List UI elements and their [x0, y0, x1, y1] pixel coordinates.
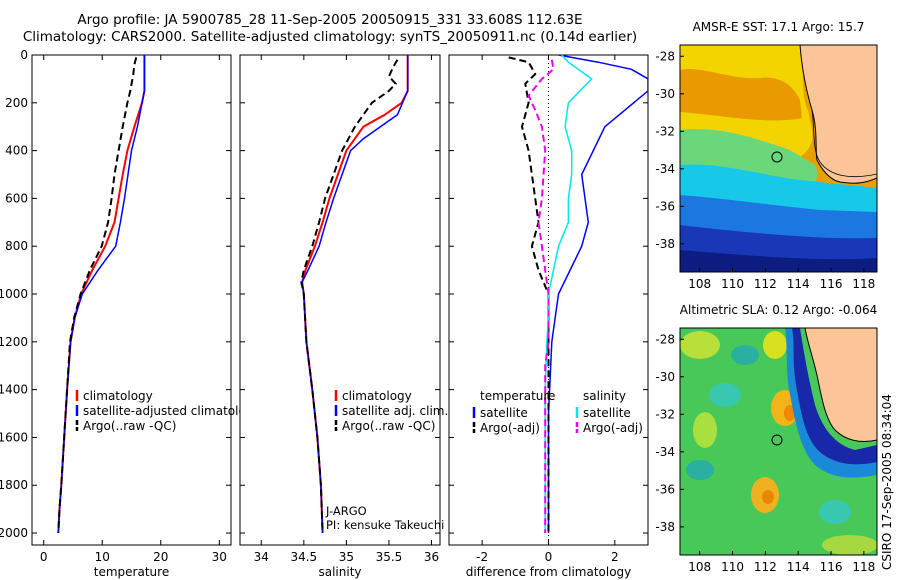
map-x-tick-label: 118: [852, 277, 875, 291]
x-axis-label: difference from climatology: [466, 565, 632, 579]
series-line-temperature-argo-adj-: [508, 56, 550, 533]
legend-label: satellite adj. clim.: [342, 404, 448, 418]
series-line-satellite-adjusted-climatology: [57, 55, 146, 534]
map-y-tick-label: -36: [655, 482, 675, 496]
map-x-tick-label: 108: [688, 277, 711, 291]
y-tick-label: 1400: [0, 383, 28, 397]
y-tick-label: 400: [5, 144, 28, 158]
map-y-tick-label: -32: [655, 124, 675, 138]
map-x-tick-label: 114: [787, 277, 810, 291]
x-axis-label: temperature: [94, 565, 169, 579]
profile-panel-1: 0 10 20 30 0 200 400 600 800 1000 1200 1400 1600 1800…: [0, 48, 261, 579]
series-line-salinity-satellite: [544, 55, 593, 533]
map-y-tick-label: -30: [655, 87, 675, 101]
sst-map: [680, 45, 877, 272]
chart-title-line-2: Climatology: CARS2000. Satellite-adjuste…: [22, 29, 638, 45]
map-y-tick-label: -32: [655, 407, 675, 421]
series-line-salinity-argo-adj-: [527, 59, 555, 533]
legend-label: climatology: [83, 389, 153, 403]
map-y-tick-label: -30: [655, 370, 675, 384]
map-x-tick-label: 108: [688, 560, 711, 574]
map-x-tick-label: 112: [754, 560, 777, 574]
y-tick-label: 1800: [0, 478, 28, 492]
x-tick-label: 0: [40, 550, 48, 564]
series-line-temperature-satellite: [547, 55, 648, 533]
sla-map: [680, 328, 877, 555]
x-tick-label: 10: [95, 550, 110, 564]
map-y-tick-label: -28: [655, 49, 675, 63]
map-y-tick-label: -34: [655, 162, 675, 176]
x-tick-label: 0: [545, 550, 553, 564]
annotation-text: PI: kensuke Takeuchi: [326, 518, 444, 532]
map-x-tick-label: 116: [820, 560, 843, 574]
x-tick-label: 36: [424, 550, 439, 564]
map-panels: AMSR-E SST: 17.1 Argo: 15.7 108 110 112 114 1…: [655, 20, 878, 574]
x-tick-label: 30: [212, 550, 227, 564]
map-axes-1: AMSR-E SST: 17.1 Argo: 15.7 108 110 112 114 1…: [655, 20, 875, 291]
x-tick-label: 35: [339, 550, 354, 564]
argo-location-marker: [771, 151, 783, 163]
series-line-argo-raw-qc-: [300, 59, 399, 534]
x-tick-label: 34: [254, 550, 269, 564]
legend-label: Argo(..raw -QC): [83, 419, 176, 433]
map-x-tick-label: 110: [721, 560, 744, 574]
x-axis-label: salinity: [318, 565, 361, 579]
map-x-tick-label: 114: [787, 560, 810, 574]
profile-panels: 0 10 20 30020040060080010001200140016001800…: [0, 48, 649, 579]
map-y-tick-label: -28: [655, 332, 675, 346]
legend-label: satellite: [480, 406, 528, 420]
map-y-tick-label: -38: [655, 237, 675, 251]
map-title: AMSR-E SST: 17.1 Argo: 15.7: [693, 20, 865, 34]
legend-header: salinity: [583, 389, 626, 403]
map-x-tick-label: 110: [721, 277, 744, 291]
y-tick-label: 1000: [0, 287, 28, 301]
map-x-tick-label: 112: [754, 277, 777, 291]
x-tick-label: 20: [153, 550, 168, 564]
x-tick-label: 34.5: [290, 550, 317, 564]
x-tick-label: 2: [611, 550, 619, 564]
argo-location-marker-sla: [771, 434, 783, 446]
y-tick-label: 1600: [0, 430, 28, 444]
annotation-text: J-ARGO: [325, 504, 367, 518]
map-y-tick-label: -38: [655, 520, 675, 534]
y-tick-label: 2000: [0, 526, 28, 540]
map-title: Altimetric SLA: 0.12 Argo: -0.064: [680, 303, 877, 317]
x-tick-label: 35.5: [376, 550, 403, 564]
legend-label: Argo(-adj): [480, 421, 540, 435]
x-tick-label: -2: [476, 550, 488, 564]
plot-frame: [239, 54, 441, 546]
chart-title-line-1: Argo profile: JA 5900785_28 11-Sep-2005 …: [77, 12, 583, 28]
map-y-tick-label: -34: [655, 445, 675, 459]
map-x-tick-label: 118: [852, 560, 875, 574]
map-x-tick-label: 116: [820, 277, 843, 291]
y-tick-label: 0: [20, 48, 28, 62]
legend-label: satellite-adjusted climatology: [83, 404, 261, 418]
map-axes-2: Altimetric SLA: 0.12 Argo: -0.064 108 110 1…: [655, 303, 877, 574]
map-y-tick-label: -36: [655, 199, 675, 213]
legend-header: temperature: [480, 389, 555, 403]
y-tick-label: 200: [5, 96, 28, 110]
y-tick-label: 1200: [0, 335, 28, 349]
legend-label: Argo(..raw -QC): [342, 419, 435, 433]
legend-label: satellite: [583, 406, 631, 420]
y-tick-label: 600: [5, 191, 28, 205]
series-line-argo-raw-qc-: [57, 57, 138, 534]
legend-label: climatology: [342, 389, 412, 403]
profile-panel-2: 34 34.5 35 35.5 36 salinity climatologysatelli…: [239, 54, 448, 579]
y-tick-label: 800: [5, 239, 28, 253]
legend-label: Argo(-adj): [583, 421, 643, 435]
